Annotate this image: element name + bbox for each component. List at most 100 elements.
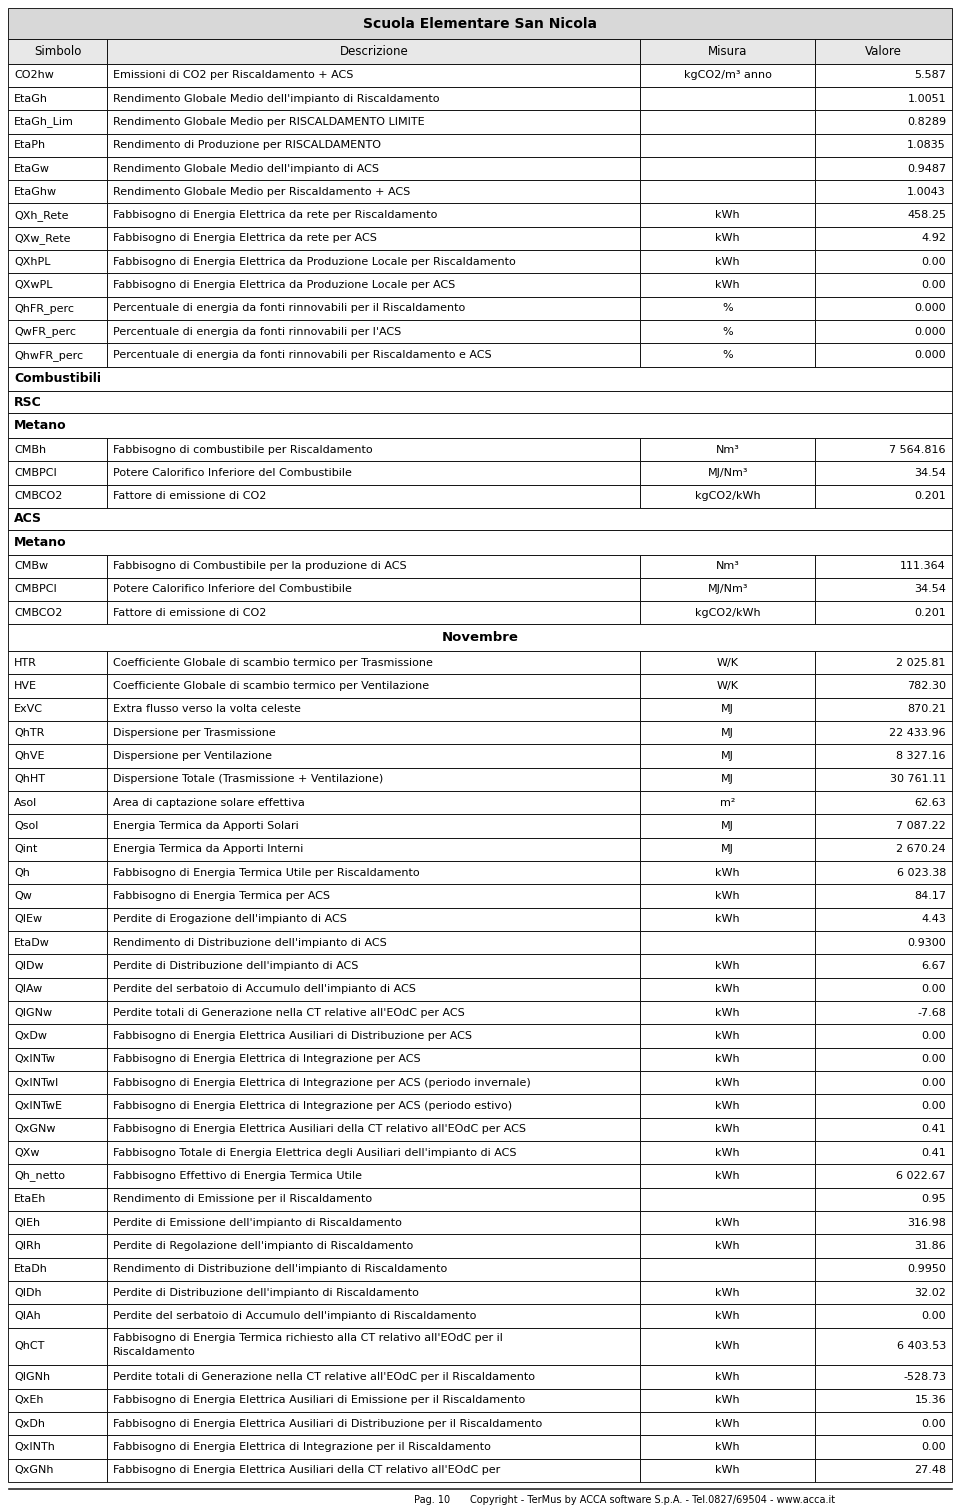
Text: kWh: kWh [715,915,740,924]
Bar [640,1117,815,1142]
Text: QhHT: QhHT [14,774,45,785]
Text: -7.68: -7.68 [917,1007,946,1018]
Text: kWh: kWh [715,891,740,901]
Text: 5.587: 5.587 [914,70,946,80]
Bar [108,1048,640,1070]
Text: QxEh: QxEh [14,1396,43,1405]
Text: Fattore di emissione di CO2: Fattore di emissione di CO2 [113,608,267,618]
Bar [8,1048,108,1070]
Bar [815,791,952,815]
Bar [108,954,640,978]
Bar [8,274,108,296]
Text: Fabbisogno di Energia Elettrica da Produzione Locale per ACS: Fabbisogno di Energia Elettrica da Produ… [113,280,455,290]
Text: CMBPCI: CMBPCI [14,585,57,594]
Text: QIDw: QIDw [14,962,43,971]
Text: 6.67: 6.67 [922,962,946,971]
Bar [108,791,640,815]
Text: QIGNw: QIGNw [14,1007,52,1018]
Bar [640,744,815,768]
Text: 0.000: 0.000 [914,327,946,337]
Bar [815,1001,952,1024]
Bar [815,1365,952,1388]
Bar [815,1048,952,1070]
Text: Fabbisogno di Energia Elettrica da rete per Riscaldamento: Fabbisogno di Energia Elettrica da rete … [113,210,438,221]
Bar [815,721,952,744]
Bar [8,624,952,652]
Bar [815,1388,952,1412]
Bar [815,1024,952,1048]
Bar [8,1328,108,1365]
Bar [815,204,952,227]
Bar [640,343,815,367]
Bar [640,321,815,343]
Bar [108,1305,640,1328]
Text: QxINTh: QxINTh [14,1442,55,1452]
Bar [815,1187,952,1211]
Text: 0.00: 0.00 [922,1418,946,1429]
Bar [815,815,952,838]
Bar [108,321,640,343]
Text: QxGNw: QxGNw [14,1125,56,1134]
Bar [8,204,108,227]
Bar [640,64,815,86]
Text: kWh: kWh [715,962,740,971]
Bar [640,1234,815,1258]
Text: QIRh: QIRh [14,1241,41,1250]
Bar [640,110,815,133]
Bar [640,838,815,860]
Text: QIEh: QIEh [14,1217,40,1228]
Bar [108,1234,640,1258]
Bar [640,652,815,674]
Bar [640,1070,815,1095]
Bar [108,885,640,907]
Bar [815,86,952,110]
Bar [8,1388,108,1412]
Bar [815,744,952,768]
Bar [8,978,108,1001]
Bar [640,674,815,699]
Bar [8,1117,108,1142]
Bar [8,1281,108,1305]
Bar [8,1234,108,1258]
Bar [8,508,952,531]
Bar [815,438,952,461]
Bar [8,1070,108,1095]
Text: EtaGh: EtaGh [14,94,48,103]
Bar [815,321,952,343]
Text: Perdite totali di Generazione nella CT relative all'EOdC per il Riscaldamento: Perdite totali di Generazione nella CT r… [113,1371,535,1382]
Text: EtaPh: EtaPh [14,141,46,150]
Text: 22 433.96: 22 433.96 [889,727,946,738]
Bar [815,1305,952,1328]
Text: QhwFR_perc: QhwFR_perc [14,349,84,360]
Bar [640,1024,815,1048]
Bar [108,64,640,86]
Text: MJ: MJ [721,705,734,715]
Bar [640,1459,815,1482]
Bar [8,110,108,133]
Text: Scuola Elementare San Nicola: Scuola Elementare San Nicola [363,17,597,30]
Text: EtaEh: EtaEh [14,1194,46,1204]
Bar [8,1142,108,1164]
Bar [815,978,952,1001]
Bar [815,860,952,885]
Bar [8,249,108,274]
Bar [640,791,815,815]
Text: Fabbisogno Effettivo di Energia Termica Utile: Fabbisogno Effettivo di Energia Termica … [113,1170,362,1181]
Text: 34.54: 34.54 [914,467,946,478]
Bar [815,249,952,274]
Bar [815,180,952,204]
Bar [8,1305,108,1328]
Bar [640,249,815,274]
Bar [8,461,108,484]
Text: Fabbisogno di combustibile per Riscaldamento: Fabbisogno di combustibile per Riscaldam… [113,445,372,455]
Bar [815,64,952,86]
Text: 30 761.11: 30 761.11 [890,774,946,785]
Text: kWh: kWh [715,868,740,878]
Bar [640,1305,815,1328]
Bar [108,1258,640,1281]
Text: Fabbisogno di Energia Termica Utile per Riscaldamento: Fabbisogno di Energia Termica Utile per … [113,868,420,878]
Text: Percentuale di energia da fonti rinnovabili per Riscaldamento e ACS: Percentuale di energia da fonti rinnovab… [113,351,492,360]
Text: Fabbisogno di Energia Elettrica Ausiliari di Emissione per il Riscaldamento: Fabbisogno di Energia Elettrica Ausiliar… [113,1396,525,1405]
Bar [640,1142,815,1164]
Text: kWh: kWh [715,1288,740,1297]
